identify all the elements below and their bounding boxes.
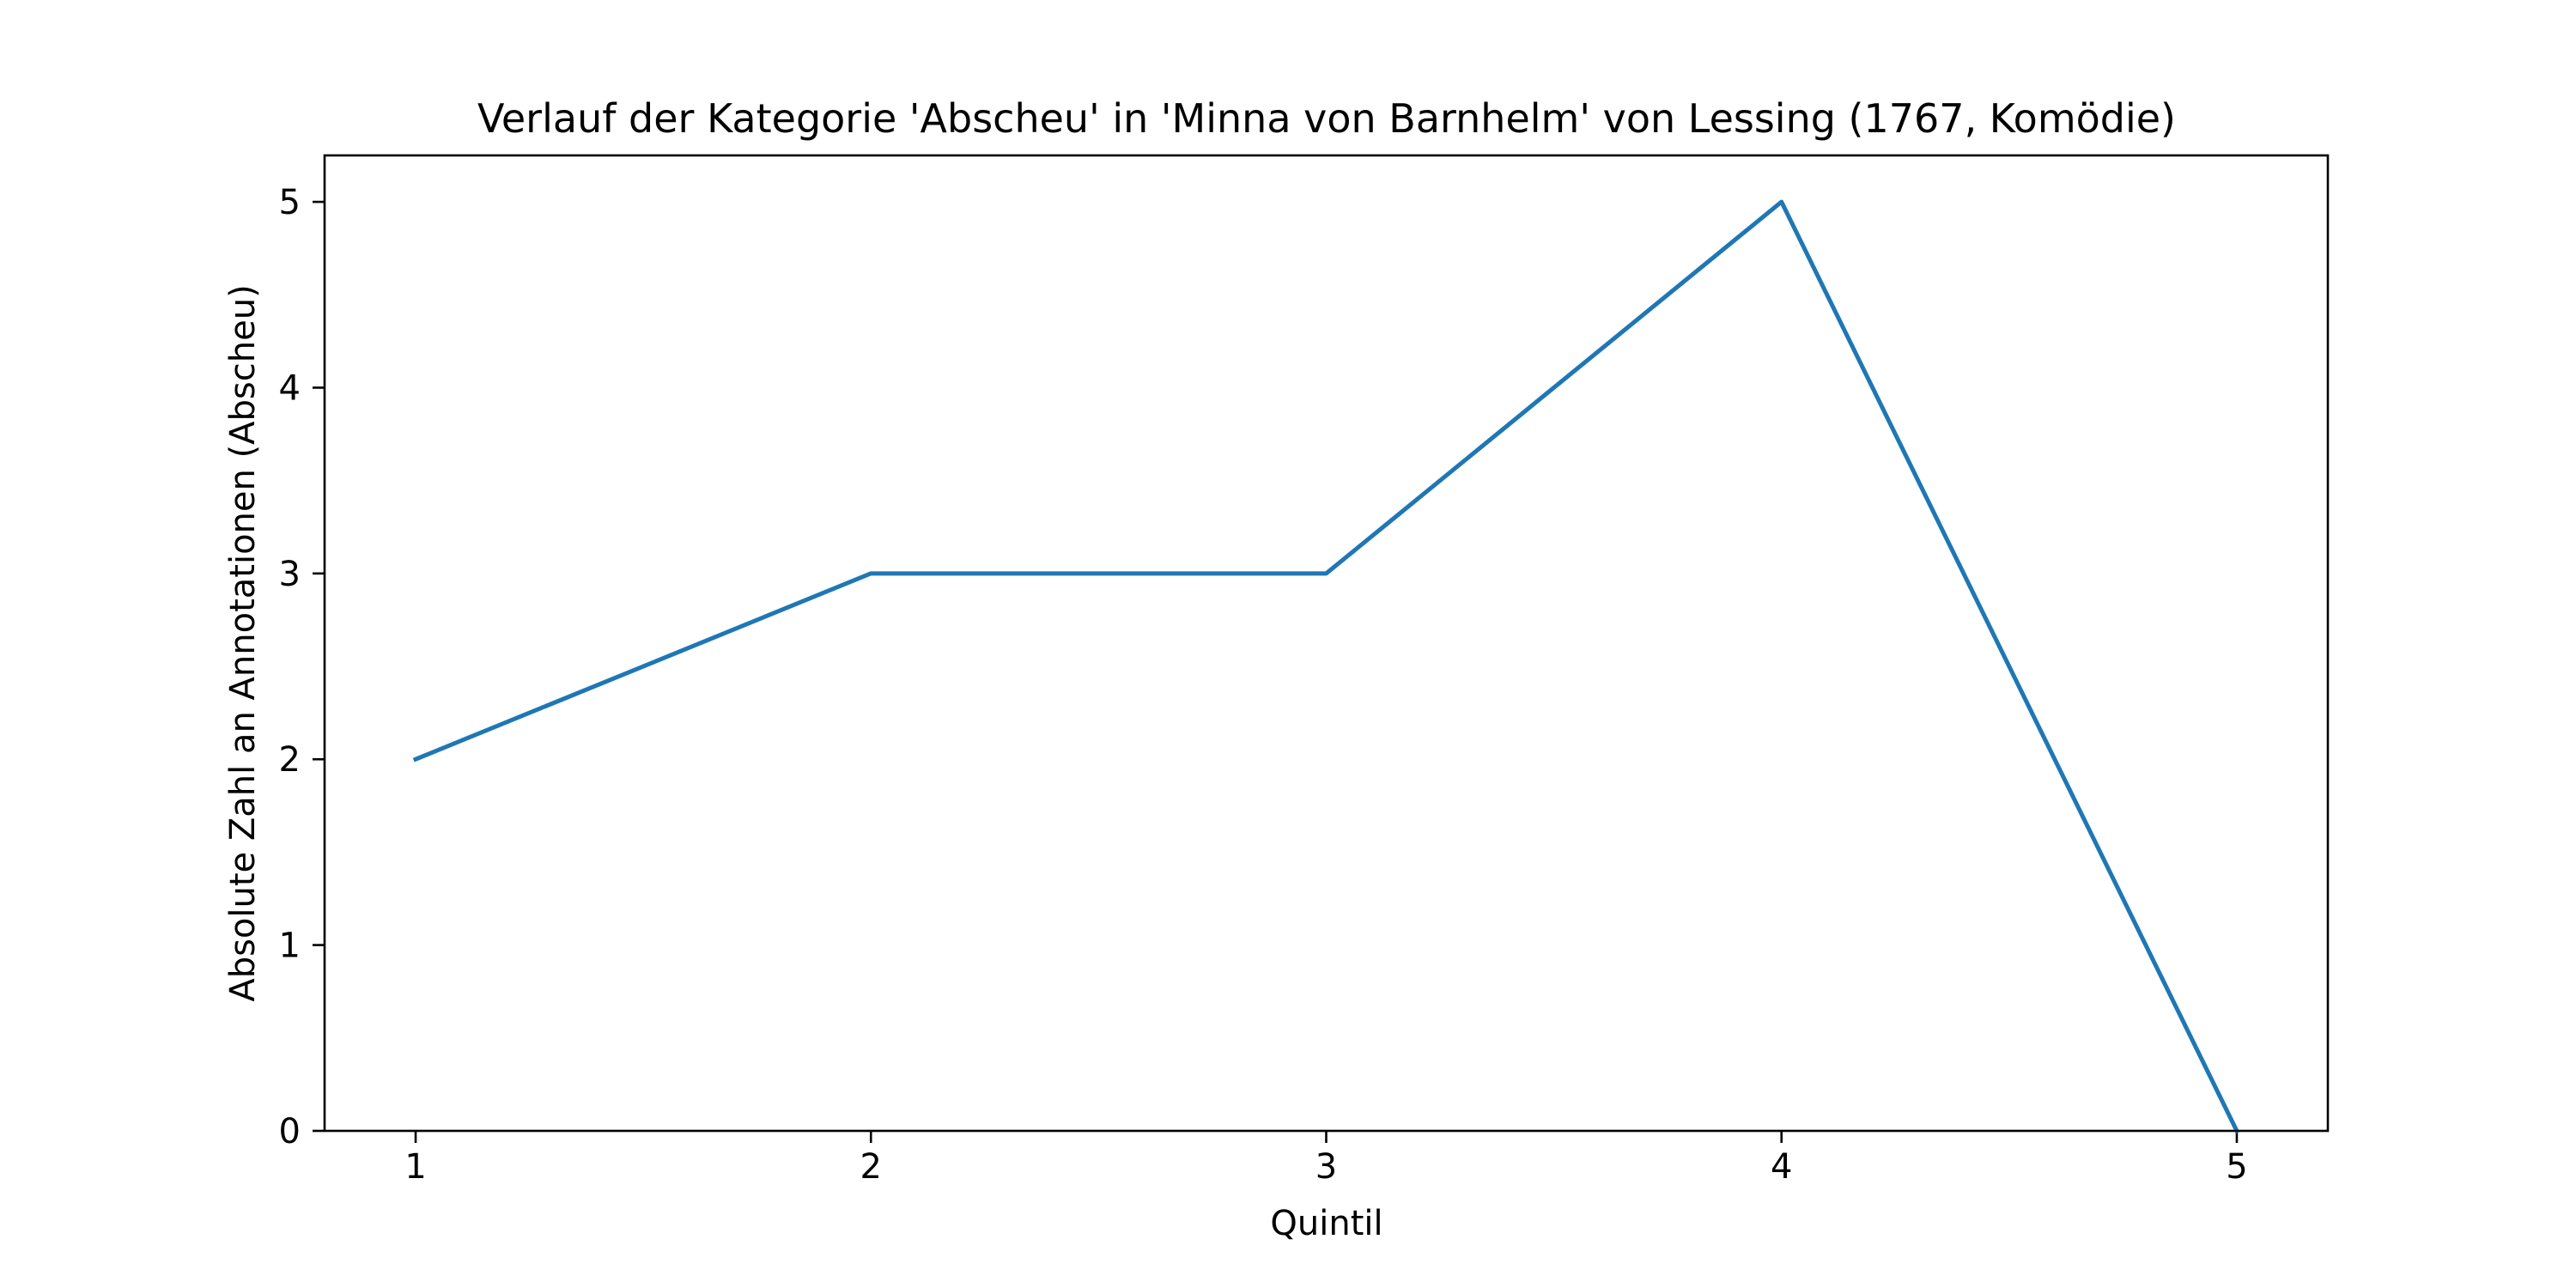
y-tick-label: 4 xyxy=(279,368,301,408)
series-layer xyxy=(412,199,2240,1134)
chart-title: Verlauf der Kategorie 'Abscheu' in 'Minn… xyxy=(477,95,2176,142)
x-tick-label: 3 xyxy=(1315,1147,1337,1187)
y-tick-label: 2 xyxy=(279,740,301,780)
series-line xyxy=(412,199,2240,1134)
y-tick-label: 0 xyxy=(279,1112,301,1151)
x-tick-label: 2 xyxy=(860,1147,882,1187)
x-tick-label: 1 xyxy=(404,1147,426,1187)
axis-ticks: 1 2 3 4 5 0 1 2 3 4 5 xyxy=(279,183,2248,1187)
y-axis-label: Absolute Zahl an Annotationen (Abscheu) xyxy=(223,284,263,1001)
x-tick-label: 4 xyxy=(1771,1147,1792,1187)
x-axis-label: Quintil xyxy=(1270,1204,1382,1243)
y-tick-label: 5 xyxy=(279,183,301,222)
x-tick-label: 5 xyxy=(2226,1147,2247,1187)
y-tick-label: 1 xyxy=(279,927,301,966)
y-tick-label: 3 xyxy=(279,555,301,594)
plot-area-frame xyxy=(323,154,2330,1133)
